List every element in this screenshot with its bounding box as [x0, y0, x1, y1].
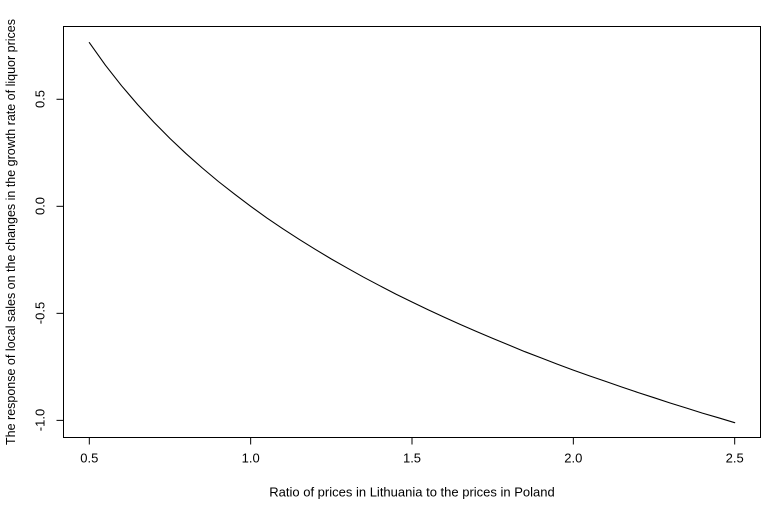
- response-curve-line: [88, 42, 736, 424]
- y-tick-label: 0.0: [32, 197, 48, 216]
- x-tick-label: 1.5: [402, 450, 422, 466]
- y-tick-label: -0.5: [32, 302, 48, 325]
- plot-box-border: [63, 26, 761, 438]
- x-tick-label: 2.0: [564, 450, 583, 466]
- y-tick-label: -1.0: [32, 409, 48, 432]
- y-tick-label: 0.5: [32, 90, 48, 109]
- y-axis-label: The response of local sales on the chang…: [4, 19, 18, 445]
- x-tick-label: 0.5: [80, 450, 99, 466]
- x-tick-label: 2.5: [725, 450, 744, 466]
- x-tick-label: 1.0: [241, 450, 260, 466]
- axis-tick-marks: [56, 98, 736, 445]
- x-axis-label: Ratio of prices in Lithuania to the pric…: [269, 484, 555, 500]
